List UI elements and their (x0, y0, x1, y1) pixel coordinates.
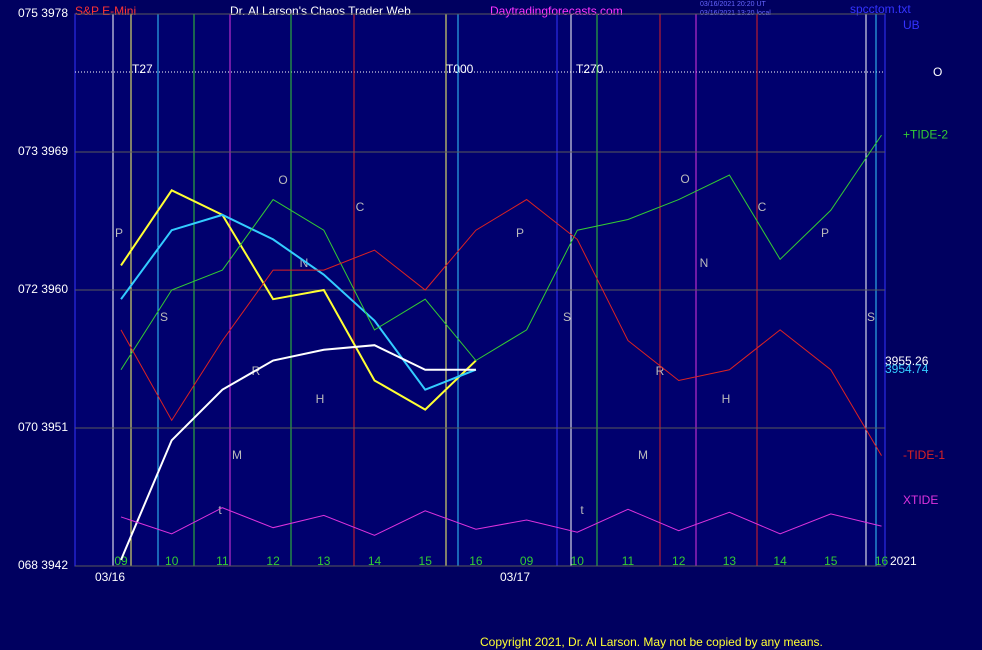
site: Daytradingforecasts.com (490, 4, 623, 18)
x-tick-label: 10 (165, 554, 179, 568)
x-tick-label: 11 (216, 554, 229, 568)
annotation: H (722, 392, 731, 406)
y-tick-label: 075 3978 (18, 6, 68, 20)
annotation: C (758, 200, 767, 214)
y-tick-label: 068 3942 (18, 558, 68, 572)
y-tick-label: 072 3960 (18, 282, 68, 296)
x-tick-label: 14 (773, 554, 787, 568)
series-line (120, 198, 882, 456)
series-line (120, 344, 476, 561)
date-label: 03/16 (95, 570, 125, 584)
y-tick-label: 073 3969 (18, 144, 68, 158)
timestamp: 03/16/2021 20:20 UT (700, 1, 766, 8)
subtitle: S&P E-Mini (75, 4, 136, 18)
annotation: M (232, 448, 242, 462)
annotation: H (316, 392, 325, 406)
file-name: spcctom.txt (850, 2, 911, 16)
annotation: t (580, 503, 584, 517)
annotation: M (638, 448, 648, 462)
x-tick-label: 10 (571, 554, 585, 568)
annotation: P (115, 226, 123, 240)
x-tick-label: 14 (368, 554, 382, 568)
annotation: C (356, 200, 365, 214)
x-tick-label: 15 (419, 554, 433, 568)
x-tick-label: 09 (114, 554, 128, 568)
annotation: S (867, 310, 875, 324)
series-line (120, 507, 882, 536)
x-tick-label: 13 (317, 554, 331, 568)
annotation: P (821, 226, 829, 240)
year: 2021 (890, 554, 917, 568)
series-line (120, 189, 477, 411)
annotation: R (656, 364, 665, 378)
x-tick-label: 11 (622, 554, 635, 568)
annotation: O (278, 173, 287, 187)
x-tick-label: 12 (672, 554, 686, 568)
legend-label: XTIDE (903, 493, 938, 507)
annotation: P (516, 226, 524, 240)
copyright: Copyright 2021, Dr. Al Larson. May not b… (480, 635, 823, 649)
legend-label: -TIDE-1 (903, 448, 945, 462)
annotation: N (700, 256, 709, 270)
x-tick-label: 16 (469, 554, 483, 568)
readout: 3955.26 (885, 354, 929, 368)
annotation: S (563, 310, 571, 324)
ub-label: UB (903, 18, 920, 32)
x-tick-label: 16 (875, 554, 889, 568)
series-line (120, 213, 477, 391)
level-label: T000 (446, 62, 474, 76)
date-label: 03/17 (500, 570, 530, 584)
chart-title: Dr. Al Larson's Chaos Trader Web (230, 4, 411, 18)
annotation: N (300, 256, 309, 270)
annotation: S (160, 310, 168, 324)
o-label: O (933, 65, 942, 79)
level-label: T270 (576, 62, 604, 76)
legend-label: +TIDE-2 (903, 127, 948, 141)
annotation: t (218, 503, 222, 517)
level-label: T27 (132, 62, 153, 76)
x-tick-label: 13 (723, 554, 737, 568)
annotation: O (680, 172, 689, 186)
series-line (120, 134, 882, 371)
timestamp: 03/16/2021 13:20 local (700, 10, 771, 17)
x-tick-label: 09 (520, 554, 534, 568)
readout: 3954.74 (885, 362, 929, 376)
x-tick-label: 12 (266, 554, 280, 568)
y-tick-label: 070 3951 (18, 420, 68, 434)
x-tick-label: 15 (824, 554, 838, 568)
